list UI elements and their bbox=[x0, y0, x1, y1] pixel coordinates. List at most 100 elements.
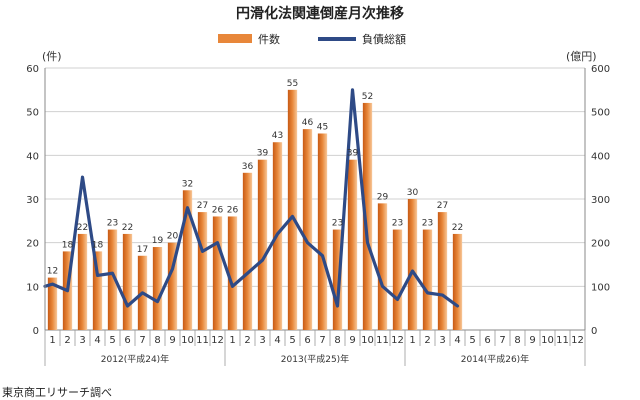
bar-data-label: 29 bbox=[377, 192, 389, 202]
x-tick-label: 5 bbox=[289, 335, 295, 346]
bar bbox=[92, 251, 103, 330]
bar bbox=[347, 159, 358, 330]
y-left-tick-label: 10 bbox=[26, 282, 39, 293]
bar-data-label: 27 bbox=[437, 201, 448, 211]
legend-bar-label: 件数 bbox=[258, 33, 280, 46]
bar bbox=[332, 229, 343, 330]
y-right-tick-label: 200 bbox=[591, 239, 610, 250]
bar-data-label: 19 bbox=[152, 236, 164, 246]
y-right-tick-label: 500 bbox=[591, 108, 610, 119]
bar-data-label: 12 bbox=[47, 267, 58, 277]
bar bbox=[377, 203, 388, 330]
x-tick-label: 5 bbox=[109, 335, 115, 346]
bar-data-label: 22 bbox=[77, 223, 88, 233]
bar-data-label: 30 bbox=[407, 188, 419, 198]
x-tick-label: 9 bbox=[349, 335, 355, 346]
bar bbox=[242, 172, 253, 330]
bar-data-label: 17 bbox=[137, 245, 148, 255]
x-tick-label: 10 bbox=[541, 335, 554, 346]
x-tick-label: 12 bbox=[391, 335, 404, 346]
x-tick-label: 3 bbox=[79, 335, 85, 346]
x-tick-label: 1 bbox=[409, 335, 415, 346]
x-year-label: 2014(平成26)年 bbox=[461, 353, 529, 365]
bar-data-label: 18 bbox=[62, 240, 74, 250]
x-tick-label: 2 bbox=[424, 335, 430, 346]
bar-data-label: 22 bbox=[452, 223, 463, 233]
y-left-tick-label: 50 bbox=[26, 108, 39, 119]
line-series-path bbox=[43, 88, 460, 308]
x-tick-label: 8 bbox=[514, 335, 520, 346]
bar-data-label: 23 bbox=[422, 219, 433, 229]
bar-data-label: 26 bbox=[227, 205, 239, 215]
x-tick-label: 4 bbox=[454, 335, 460, 346]
x-year-label: 2012(平成24)年 bbox=[101, 353, 169, 365]
bar bbox=[317, 133, 328, 330]
bar-data-label: 23 bbox=[107, 219, 118, 229]
bar bbox=[437, 212, 448, 330]
bar-data-label: 20 bbox=[167, 232, 179, 242]
x-tick-label: 12 bbox=[571, 335, 584, 346]
bar-data-label: 39 bbox=[347, 149, 359, 159]
x-tick-label: 6 bbox=[484, 335, 490, 346]
x-tick-label: 1 bbox=[49, 335, 55, 346]
x-tick-label: 4 bbox=[274, 335, 280, 346]
bar-data-label: 18 bbox=[92, 240, 104, 250]
x-tick-label: 11 bbox=[556, 335, 569, 346]
bar bbox=[407, 199, 418, 330]
x-tick-label: 12 bbox=[211, 335, 224, 346]
bar-data-label: 26 bbox=[212, 205, 224, 215]
x-tick-label: 11 bbox=[196, 335, 209, 346]
source-note: 東京商工リサーチ調べ bbox=[2, 385, 112, 399]
bar bbox=[452, 233, 463, 330]
bar bbox=[47, 277, 58, 330]
x-tick-label: 8 bbox=[334, 335, 340, 346]
y-right-tick-label: 0 bbox=[591, 326, 597, 337]
bar bbox=[212, 216, 223, 330]
bar-data-label: 46 bbox=[302, 118, 314, 128]
x-tick-label: 7 bbox=[319, 335, 325, 346]
x-tick-label: 9 bbox=[169, 335, 175, 346]
y-left-tick-label: 20 bbox=[26, 239, 39, 250]
y-left-unit: (件) bbox=[42, 50, 62, 63]
y-right-tick-label: 100 bbox=[591, 282, 610, 293]
x-tick-label: 3 bbox=[259, 335, 265, 346]
bar bbox=[392, 229, 403, 330]
x-tick-label: 5 bbox=[469, 335, 475, 346]
y-left-tick-label: 40 bbox=[26, 151, 39, 162]
bar bbox=[422, 229, 433, 330]
x-year-label: 2013(平成25)年 bbox=[281, 353, 349, 365]
x-tick-label: 3 bbox=[439, 335, 445, 346]
x-tick-label: 6 bbox=[124, 335, 130, 346]
bar bbox=[182, 190, 193, 330]
bar-data-label: 27 bbox=[197, 201, 208, 211]
y-right-unit: (億円) bbox=[566, 50, 597, 63]
x-tick-label: 6 bbox=[304, 335, 310, 346]
bar bbox=[77, 233, 88, 330]
bar bbox=[167, 242, 178, 330]
x-tick-label: 9 bbox=[529, 335, 535, 346]
y-left-tick-label: 60 bbox=[26, 64, 39, 75]
bar bbox=[107, 229, 118, 330]
bar bbox=[362, 102, 373, 330]
bar-data-label: 23 bbox=[332, 219, 343, 229]
x-tick-label: 1 bbox=[229, 335, 235, 346]
x-tick-label: 4 bbox=[94, 335, 100, 346]
bar bbox=[152, 247, 163, 330]
bar bbox=[227, 216, 238, 330]
y-left-tick-label: 30 bbox=[26, 195, 39, 206]
bar-data-label: 32 bbox=[182, 179, 193, 189]
bar-data-label: 23 bbox=[392, 219, 403, 229]
x-tick-label: 2 bbox=[244, 335, 250, 346]
legend-bar-swatch bbox=[218, 34, 252, 43]
x-tick-label: 7 bbox=[499, 335, 505, 346]
bar-data-label: 43 bbox=[272, 131, 283, 141]
bar-data-label: 22 bbox=[122, 223, 133, 233]
bar-data-label: 45 bbox=[317, 123, 328, 133]
legend-line-label: 負債総額 bbox=[362, 32, 406, 46]
line-series bbox=[43, 88, 460, 308]
bar-data-label: 55 bbox=[287, 79, 298, 89]
x-tick-label: 2 bbox=[64, 335, 70, 346]
x-tick-label: 7 bbox=[139, 335, 145, 346]
